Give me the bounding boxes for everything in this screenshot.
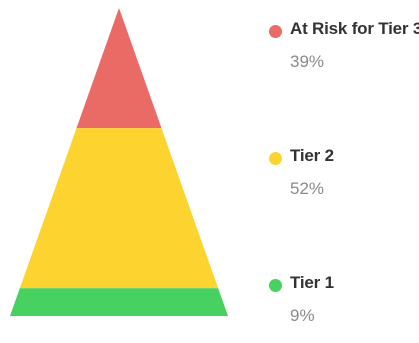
legend-label-tier-1: Tier 1 [290, 273, 334, 292]
legend-label-tier-2: Tier 2 [290, 146, 334, 165]
legend-item-tier-2: Tier 2 52% [262, 146, 419, 216]
pyramid-segment-tier-3 [76, 8, 162, 129]
pyramid-segment-tier-1 [10, 288, 228, 316]
legend-value-tier-1: 9% [290, 306, 315, 325]
legend-dot-tier-1-icon [269, 279, 282, 292]
legend-item-tier-1: Tier 1 9% [262, 273, 419, 343]
legend-item-tier-3: At Risk for Tier 3 39% [262, 19, 419, 89]
legend-dot-tier-3-icon [269, 25, 282, 38]
legend-value-tier-3: 39% [290, 52, 325, 71]
pyramid-segment-tier-2 [19, 128, 219, 289]
legend-label-tier-3: At Risk for Tier 3 [290, 19, 419, 38]
legend-dot-tier-2-icon [269, 152, 282, 165]
pyramid-chart [10, 8, 228, 316]
legend-value-tier-2: 52% [290, 179, 325, 198]
